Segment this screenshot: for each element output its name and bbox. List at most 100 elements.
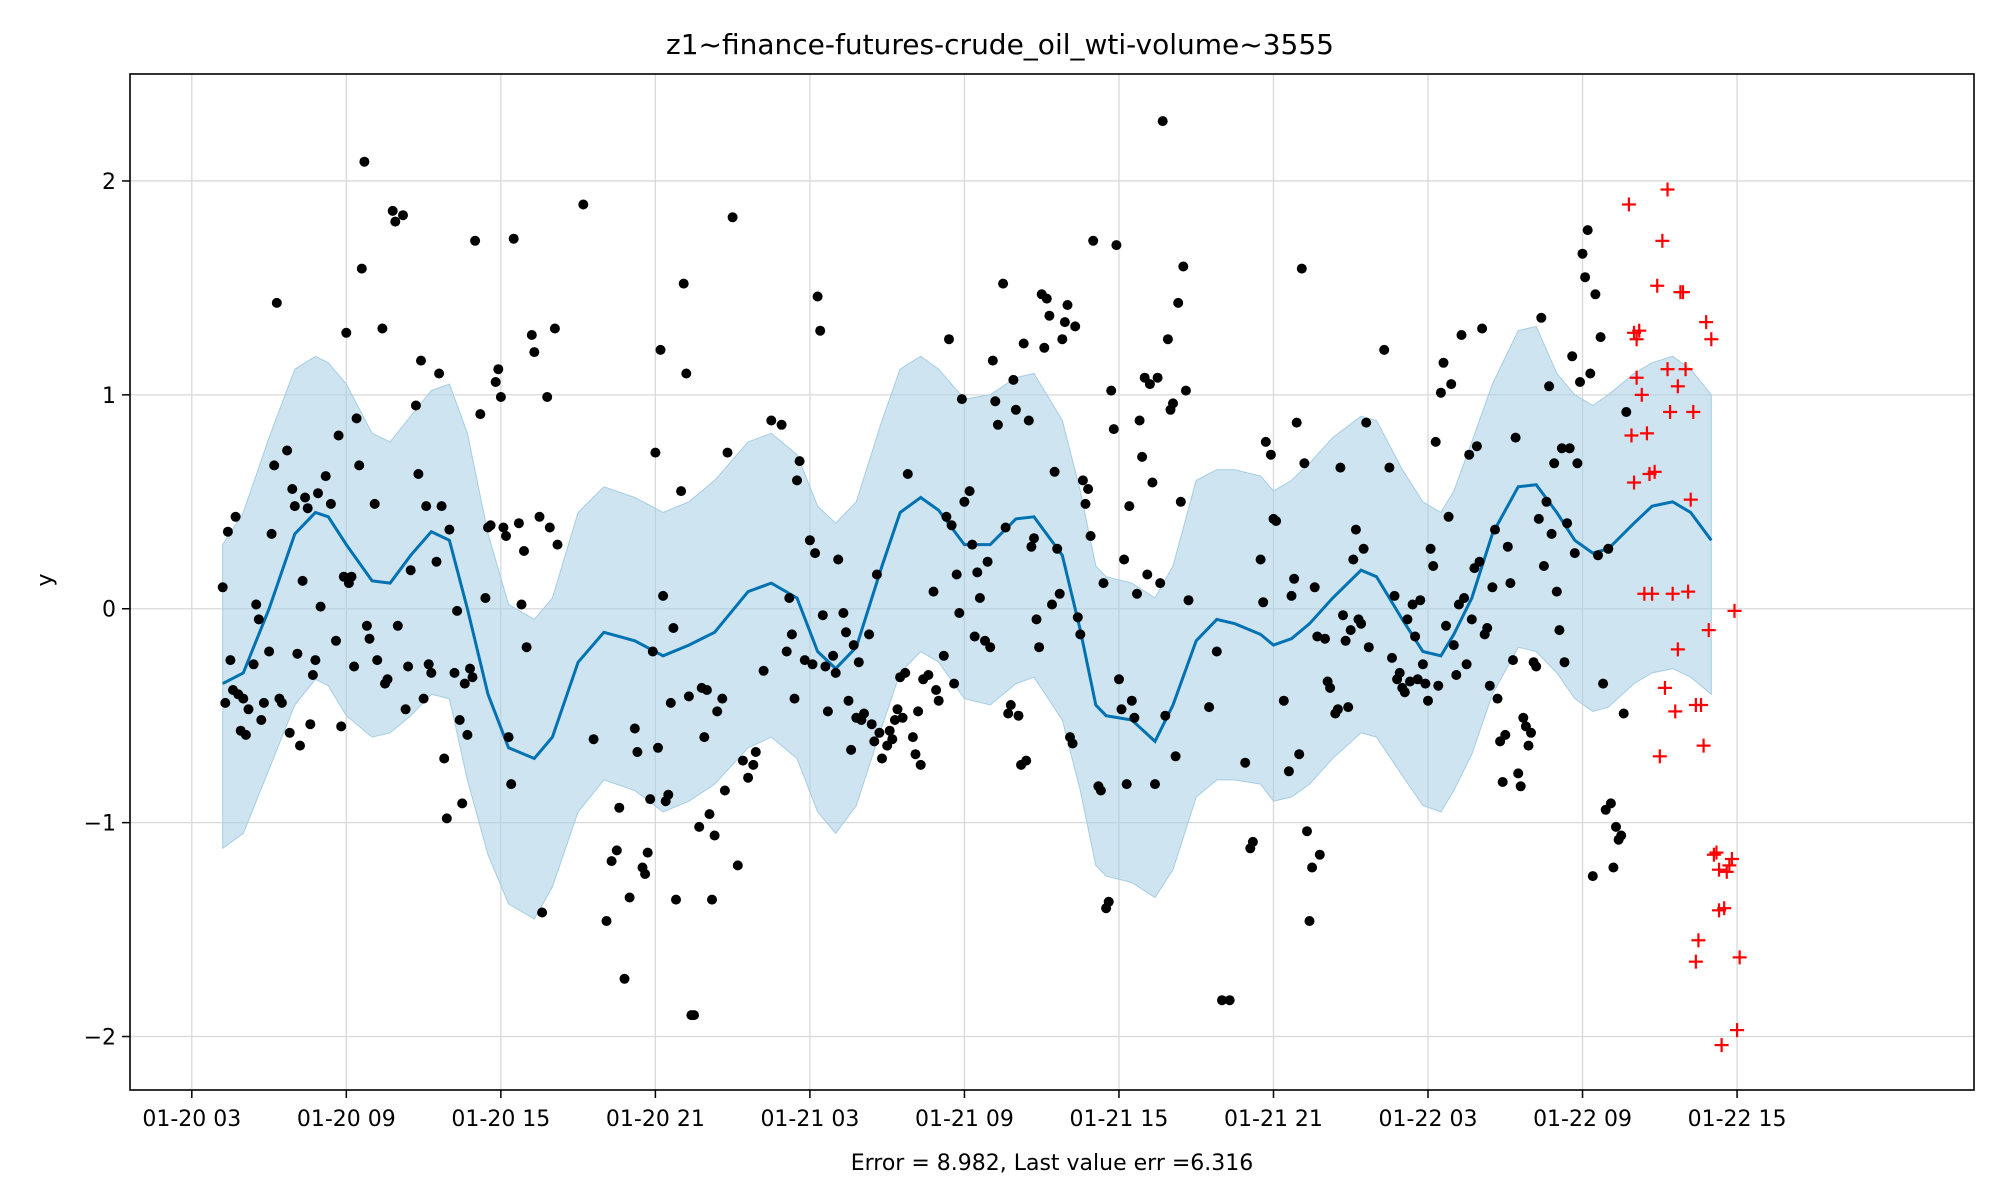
observed-point [1121,779,1132,790]
y-tick-label: −1 [84,812,116,837]
observed-point [1412,674,1423,685]
observed-point [372,655,383,666]
observed-point [382,674,393,685]
future-point [1712,862,1727,877]
observed-point [964,486,975,497]
observed-point [701,685,712,695]
observed-point [619,973,630,984]
observed-point [1598,678,1609,689]
observed-point [1106,385,1117,396]
observed-point [377,323,388,334]
observed-point [665,697,676,708]
observed-point [1178,261,1189,272]
observed-point [1595,332,1606,343]
x-axis-label: Error = 8.982, Last value err =6.316 [851,1151,1254,1176]
observed-point [1180,385,1191,396]
observed-point [972,567,983,578]
observed-point [1345,625,1356,636]
observed-point [508,233,519,244]
observed-point [985,642,996,653]
x-tick-label: 01-20 15 [451,1107,550,1132]
observed-point [1438,357,1449,368]
observed-point [513,518,524,529]
observed-point [1338,610,1348,621]
observed-point [1605,798,1616,809]
observed-point [789,693,800,704]
observed-point [1564,443,1575,454]
observed-point [449,667,460,678]
observed-point [1567,351,1578,362]
observed-point [359,156,370,167]
observed-point [1405,676,1415,687]
observed-point [1026,541,1037,552]
observed-point [302,503,313,514]
observed-point [1155,578,1166,589]
observed-point [1441,620,1451,631]
observed-point [1451,670,1462,680]
observed-point [786,629,797,640]
observed-point [1312,631,1323,642]
observed-point [1335,462,1346,473]
observed-point [1302,826,1312,837]
observed-point [1580,272,1591,283]
observed-point [1461,659,1472,670]
observed-point [871,569,882,580]
observed-point [331,635,341,646]
observed-point [578,199,589,210]
observed-point [1505,578,1516,589]
observed-point [1590,289,1601,300]
observed-points [217,116,1632,1021]
observed-point [495,392,506,402]
observed-point [537,907,548,918]
observed-point [1551,586,1562,597]
observed-point [434,368,445,379]
observed-point [1621,407,1632,417]
future-point [1663,404,1678,419]
x-tick-label: 01-20 21 [606,1107,705,1132]
x-axis-ticks: 01-20 03 01-20 09 01-20 15 01-20 21 01-21 03… [142,1090,1787,1132]
observed-point [1350,524,1361,535]
observed-point [1361,417,1372,428]
observed-point [1296,263,1307,274]
observed-point [398,210,408,221]
observed-point [1070,321,1081,332]
observed-point [1314,849,1325,860]
x-tick-label: 01-22 09 [1533,1107,1632,1132]
observed-point [804,535,815,546]
observed-point [225,655,236,666]
observed-point [1433,680,1444,691]
x-tick-label: 01-20 09 [297,1107,396,1132]
observed-point [792,475,802,486]
observed-point [1572,458,1583,469]
chart-title: z1~finance-futures-crude_oil_wti-volume~… [666,28,1334,61]
observed-point [1603,543,1614,554]
observed-point [426,667,437,678]
observed-point [1204,702,1215,713]
observed-point [727,212,738,223]
observed-point [658,590,669,601]
observed-point [549,323,560,334]
observed-point [833,554,844,565]
observed-point [869,736,880,747]
observed-point [1044,310,1055,321]
observed-point [846,744,857,755]
observed-point [405,565,416,576]
observed-point [1575,377,1585,387]
observed-point [529,347,540,358]
observed-point [325,498,336,509]
future-point [1634,387,1649,402]
observed-point [1459,593,1470,603]
observed-point [1456,330,1467,340]
observed-point [1536,312,1547,323]
x-tick-label: 01-21 15 [1070,1107,1169,1132]
observed-point [1518,712,1529,723]
observed-point [946,520,957,531]
observed-point [900,667,911,678]
observed-point [1474,556,1485,567]
observed-point [1018,338,1029,349]
observed-point [1402,614,1413,625]
observed-point [941,511,952,522]
observed-point [1054,588,1065,599]
future-point [1722,858,1737,873]
observed-point [421,501,432,512]
